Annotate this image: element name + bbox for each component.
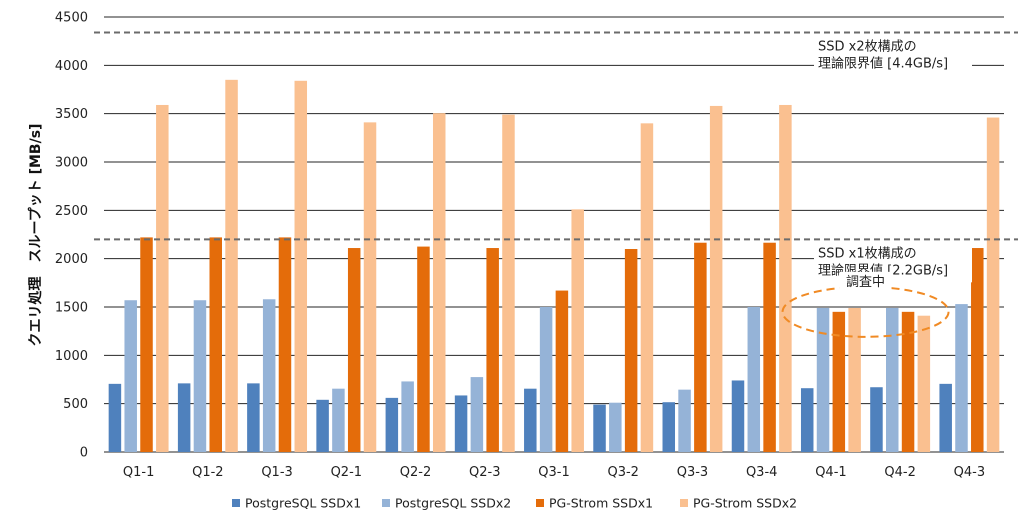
legend-label: PG-Strom SSDx1 [549,496,653,511]
bar [470,377,484,452]
bar [193,300,207,452]
x-tick-label: Q2-3 [469,465,500,480]
bar [124,300,137,452]
reference-label-line1: SSD x1枚構成の [818,246,917,261]
bar [870,387,883,452]
bar [294,80,308,453]
bar [401,381,414,452]
bar [901,311,915,452]
bar [832,311,846,452]
reference-label-bg [814,36,972,76]
y-tick-label: 2000 [55,252,88,267]
x-tick-label: Q4-1 [815,465,846,480]
legend-swatch [536,499,544,507]
bars [108,79,1000,453]
bar [347,248,361,452]
bar [108,383,122,452]
bar [417,246,430,452]
bar [140,237,153,452]
bar [694,242,707,452]
bar [640,123,654,452]
reference-label-line1: SSD x2枚構成の [818,39,917,54]
y-tick-label: 0 [80,446,88,461]
bar [555,290,569,452]
bar [709,105,723,452]
bar [917,315,931,452]
annotation-ellipse [781,285,950,338]
bar [763,242,776,452]
x-tick-label: Q4-2 [884,465,915,480]
x-tick-label: Q1-3 [261,465,292,480]
bar [278,237,292,452]
bar [971,248,984,452]
y-axis-label: クエリ処理 スループット [MB/s] [27,124,44,347]
bar [624,249,638,452]
legend-label: PostgreSQL SSDx1 [245,496,361,511]
y-tick-label: 1000 [55,349,88,364]
bar [225,79,238,452]
bar [886,307,899,452]
legend-swatch [232,499,240,507]
reference-label-line2: 理論限界値 [4.4GB/s] [818,55,948,71]
y-tick-label: 3500 [55,107,88,122]
gridlines [104,16,1004,453]
bar [779,104,792,452]
y-tick-label: 500 [63,397,88,412]
annotation-label: 調査中 [846,275,885,290]
legend: PostgreSQL SSDx1 PostgreSQL SSDx2 PG-Strom… [232,496,797,511]
bar [747,307,761,452]
bar [939,383,952,452]
bar [385,397,399,452]
bar [486,248,499,452]
y-axis-ticks: 0 500 1000 1500 2000 2500 3000 3500 4000 4500 [55,11,88,461]
x-axis-ticks: Q1-1 Q1-2 Q1-3 Q2-1 Q2-2 Q2-3 Q3-1 Q3-2 Q3-3 Q3-4… [123,465,985,480]
bar [816,307,830,452]
bar [156,104,169,452]
bar [524,388,537,452]
annotation-label-bg [839,271,892,290]
bar [731,380,745,452]
y-tick-label: 4000 [55,59,88,74]
bar [316,399,329,452]
x-tick-label: Q1-2 [192,465,223,480]
bar [571,209,584,452]
bar [247,383,260,452]
x-tick-label: Q2-1 [331,465,362,480]
y-tick-label: 3000 [55,156,88,171]
bar [678,389,691,452]
bar [332,388,345,452]
bar [209,237,222,452]
bar [609,402,622,452]
x-tick-label: Q4-3 [954,465,985,480]
bar [502,114,515,452]
y-tick-label: 1500 [55,301,88,316]
bar [593,404,606,452]
x-tick-label: Q1-1 [123,465,154,480]
x-tick-label: Q3-3 [677,465,708,480]
annotation: 調査中 [781,271,950,338]
bar [800,388,814,452]
x-tick-label: Q3-1 [538,465,569,480]
bar [662,402,676,452]
bar [363,122,377,452]
legend-swatch [680,499,688,507]
bar [986,117,1000,453]
y-tick-label: 2500 [55,204,88,219]
bar [454,395,468,452]
x-tick-label: Q2-2 [400,465,431,480]
legend-label: PG-Strom SSDx2 [693,496,797,511]
legend-label: PostgreSQL SSDx2 [395,496,511,511]
bar [432,113,446,452]
bar [955,304,968,452]
x-tick-label: Q3-4 [746,465,777,480]
bar [848,307,861,452]
bar [539,307,553,452]
y-tick-label: 4500 [55,11,88,26]
bar [177,383,191,452]
x-tick-label: Q3-2 [607,465,638,480]
bar [262,299,276,452]
legend-swatch [382,499,390,507]
